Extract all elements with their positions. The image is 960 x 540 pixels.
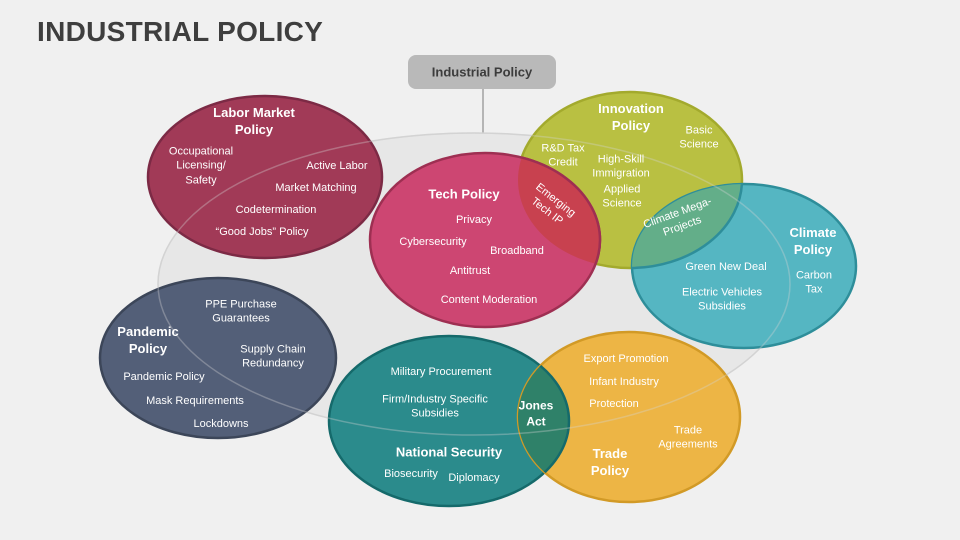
labor-market-policy-ellipse [146,94,384,260]
pandemic-policy-ellipse [98,276,338,440]
national-trade-overlap-lens [518,334,571,502]
innovation-climate-overlap-lens [632,184,744,270]
root-node-box [408,55,556,89]
backdrop-ellipse-outline-overlay [157,132,791,436]
root-node-label: Industrial Policy [431,64,533,80]
tech-innovation-overlap-lens [518,151,602,268]
page-title: INDUSTRIAL POLICY [37,16,324,47]
